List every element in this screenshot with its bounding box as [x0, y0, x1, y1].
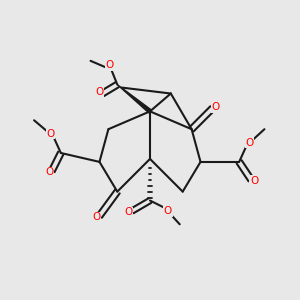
Text: O: O — [46, 129, 55, 139]
Text: O: O — [245, 138, 254, 148]
Text: O: O — [250, 176, 258, 186]
Text: O: O — [92, 212, 101, 223]
Text: O: O — [45, 167, 54, 177]
Text: O: O — [106, 60, 114, 70]
Text: O: O — [211, 102, 220, 112]
Text: O: O — [164, 206, 172, 216]
Text: O: O — [124, 207, 133, 218]
Polygon shape — [117, 85, 151, 113]
Text: O: O — [95, 87, 104, 97]
